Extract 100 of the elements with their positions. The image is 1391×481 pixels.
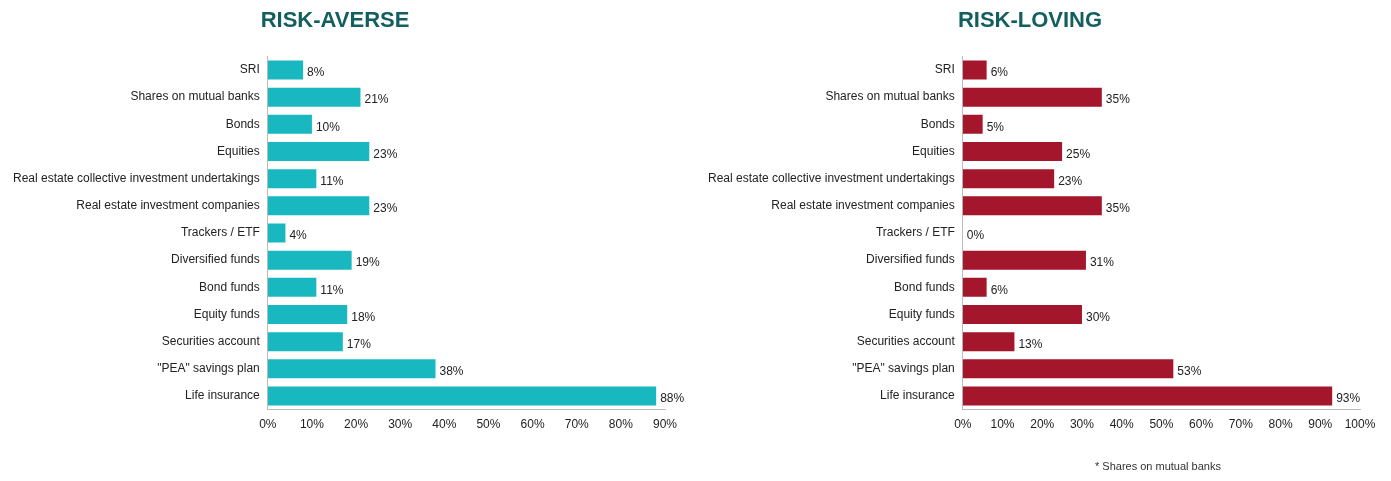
bar bbox=[962, 114, 983, 134]
y-tick-label: Equities bbox=[912, 143, 955, 158]
y-tick-label: SRI bbox=[239, 62, 260, 77]
y-tick-label: Bonds bbox=[225, 116, 260, 131]
x-tick-label: 70% bbox=[564, 417, 590, 432]
x-tick-label: 40% bbox=[1109, 417, 1135, 432]
x-tick-label: 10% bbox=[990, 417, 1015, 432]
data-label: 21% bbox=[364, 92, 389, 107]
data-label: 17% bbox=[346, 336, 372, 351]
y-tick-label: Life insurance bbox=[880, 388, 956, 403]
data-label: 88% bbox=[660, 391, 685, 406]
y-tick-label: SRI bbox=[934, 62, 955, 77]
bar bbox=[962, 386, 1333, 406]
bar bbox=[267, 359, 436, 379]
y-tick-label: "PEA" savings plan bbox=[852, 361, 955, 376]
data-label: 11% bbox=[320, 173, 344, 188]
y-tick-label: Bond funds bbox=[199, 279, 260, 294]
bar bbox=[962, 60, 987, 80]
y-tick-label: Real estate collective investment undertakings bbox=[708, 170, 955, 185]
x-tick-label: 90% bbox=[1308, 417, 1333, 432]
x-tick-label: 30% bbox=[1069, 417, 1095, 432]
x-tick-label: 60% bbox=[520, 417, 545, 432]
bar bbox=[267, 60, 304, 80]
data-label: 19% bbox=[355, 255, 380, 270]
data-label: 23% bbox=[1058, 173, 1083, 188]
y-tick-label: Equities bbox=[217, 143, 260, 158]
bar bbox=[962, 169, 1055, 189]
bar bbox=[962, 141, 1063, 161]
data-label: 35% bbox=[1105, 92, 1131, 107]
y-tick-label: Real estate investment companies bbox=[771, 198, 955, 213]
bar bbox=[267, 87, 361, 107]
x-tick-label: 70% bbox=[1228, 417, 1254, 432]
x-tick-label: 20% bbox=[1030, 417, 1055, 432]
chart-title: RISK-LOVING bbox=[957, 7, 1103, 33]
bar bbox=[267, 305, 348, 325]
y-tick-label: Life insurance bbox=[185, 388, 261, 403]
bar bbox=[962, 332, 1015, 352]
y-tick-label: Real estate collective investment undertakings bbox=[13, 170, 260, 185]
data-label: 93% bbox=[1336, 391, 1361, 406]
bar bbox=[267, 277, 317, 297]
text: * Shares on mutual banks bbox=[1095, 460, 1221, 472]
data-label: 11% bbox=[320, 282, 344, 297]
data-label: 4% bbox=[289, 228, 308, 243]
bar bbox=[267, 141, 370, 161]
x-tick-label: 90% bbox=[652, 417, 678, 432]
y-tick-label: Securities account bbox=[856, 333, 956, 348]
x-tick-label: 50% bbox=[476, 417, 501, 432]
data-label: 23% bbox=[373, 146, 398, 161]
bar bbox=[962, 277, 987, 297]
chart-title: RISK-AVERSE bbox=[260, 7, 410, 33]
y-tick-label: Securities account bbox=[161, 333, 261, 348]
bar bbox=[267, 114, 312, 134]
x-tick-label: 80% bbox=[608, 417, 634, 432]
bar bbox=[267, 250, 352, 270]
data-label: 13% bbox=[1018, 336, 1043, 351]
data-label: 23% bbox=[373, 201, 398, 216]
y-tick-label: Shares on mutual banks bbox=[130, 89, 260, 104]
data-label: 25% bbox=[1066, 146, 1091, 161]
y-tick-label: Real estate investment companies bbox=[76, 198, 260, 213]
x-tick-label: 10% bbox=[299, 417, 325, 432]
y-tick-label: Bonds bbox=[920, 116, 955, 131]
data-label: 6% bbox=[990, 282, 1009, 297]
bar bbox=[267, 196, 370, 216]
bar bbox=[267, 169, 317, 189]
x-tick-label: 100% bbox=[1344, 417, 1376, 432]
data-label: 6% bbox=[990, 65, 1009, 80]
y-tick-label: Trackers / ETF bbox=[180, 225, 260, 240]
y-tick-label: Diversified funds bbox=[171, 252, 260, 267]
x-tick-label: 0% bbox=[259, 417, 277, 432]
y-tick-label: Trackers / ETF bbox=[875, 225, 955, 240]
x-tick-label: 50% bbox=[1149, 417, 1174, 432]
x-tick-label: 40% bbox=[432, 417, 457, 432]
x-tick-label: 0% bbox=[954, 417, 972, 432]
data-label: 53% bbox=[1177, 364, 1202, 379]
bar bbox=[962, 196, 1102, 216]
data-label: 18% bbox=[351, 309, 376, 324]
y-tick-label: "PEA" savings plan bbox=[157, 361, 260, 376]
data-label: 30% bbox=[1085, 309, 1111, 324]
y-tick-label: Shares on mutual banks bbox=[825, 89, 955, 104]
bar bbox=[962, 359, 1174, 379]
bar bbox=[267, 386, 657, 406]
x-tick-label: 80% bbox=[1268, 417, 1293, 432]
data-label: 31% bbox=[1089, 255, 1115, 270]
data-label: 5% bbox=[986, 119, 1005, 134]
x-tick-label: 60% bbox=[1189, 417, 1214, 432]
bar bbox=[267, 223, 286, 243]
bar bbox=[962, 87, 1102, 107]
bar bbox=[267, 332, 343, 352]
bar bbox=[962, 305, 1082, 325]
data-label: 10% bbox=[315, 119, 341, 134]
data-label: 38% bbox=[439, 364, 464, 379]
y-tick-label: Bond funds bbox=[894, 279, 955, 294]
x-tick-label: 20% bbox=[344, 417, 369, 432]
y-tick-label: Equity funds bbox=[193, 306, 260, 321]
x-tick-label: 30% bbox=[388, 417, 413, 432]
y-tick-label: Diversified funds bbox=[866, 252, 955, 267]
bar bbox=[962, 250, 1086, 270]
data-label: 35% bbox=[1105, 201, 1131, 216]
y-tick-label: Equity funds bbox=[888, 306, 955, 321]
data-label: 8% bbox=[307, 65, 325, 80]
